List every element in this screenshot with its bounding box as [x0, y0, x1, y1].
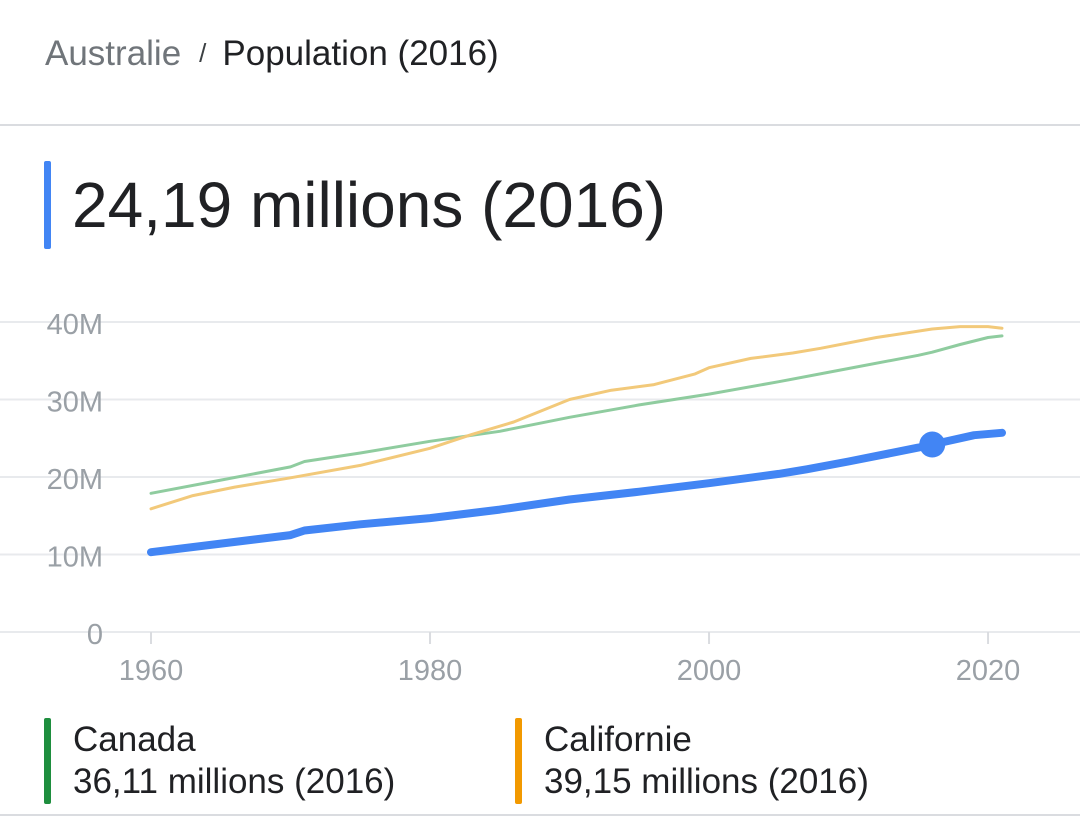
header-divider: [0, 124, 1080, 126]
legend-color-bar-canada: [44, 718, 51, 804]
legend-color-bar-californie: [515, 718, 522, 804]
y-tick-label-20m: 20M: [47, 464, 103, 496]
legend-name-californie: Californie: [544, 720, 692, 759]
legend-value-californie: 39,15 millions (2016): [544, 762, 869, 801]
population-line-chart[interactable]: 0 10M 20M 30M 40M 1960 1980 2000 2020: [0, 280, 1080, 700]
legend-item-californie[interactable]: Californie 39,15 millions (2016): [515, 718, 935, 808]
series-line-californie: [149, 325, 1004, 511]
y-tick-label-0: 0: [87, 619, 103, 651]
legend-item-canada[interactable]: Canada 36,11 millions (2016): [44, 718, 464, 808]
breadcrumb-parent-link[interactable]: Australie: [45, 34, 182, 73]
highlight-point-australie-2016[interactable]: [919, 431, 946, 458]
legend-value-canada: 36,11 millions (2016): [73, 762, 396, 801]
y-tick-label-30m: 30M: [47, 387, 103, 419]
headline-value: 24,19 millions (2016): [72, 169, 667, 241]
breadcrumb-separator: /: [199, 38, 207, 68]
series-line-australie: [147, 428, 1006, 557]
bottom-divider: [0, 814, 1080, 816]
x-tick-label-2000: 2000: [677, 655, 742, 687]
y-tick-label-40m: 40M: [47, 309, 103, 341]
x-tick-label-2020: 2020: [956, 655, 1021, 687]
y-tick-label-10m: 10M: [47, 542, 103, 574]
breadcrumb: Australie / Population (2016): [45, 34, 499, 74]
breadcrumb-current: Population (2016): [222, 34, 499, 73]
x-tick-label-1960: 1960: [119, 655, 184, 687]
x-tick-label-1980: 1980: [398, 655, 463, 687]
legend-name-canada: Canada: [73, 720, 196, 759]
headline-color-bar: [44, 161, 51, 249]
series-line-canada: [149, 334, 1004, 495]
